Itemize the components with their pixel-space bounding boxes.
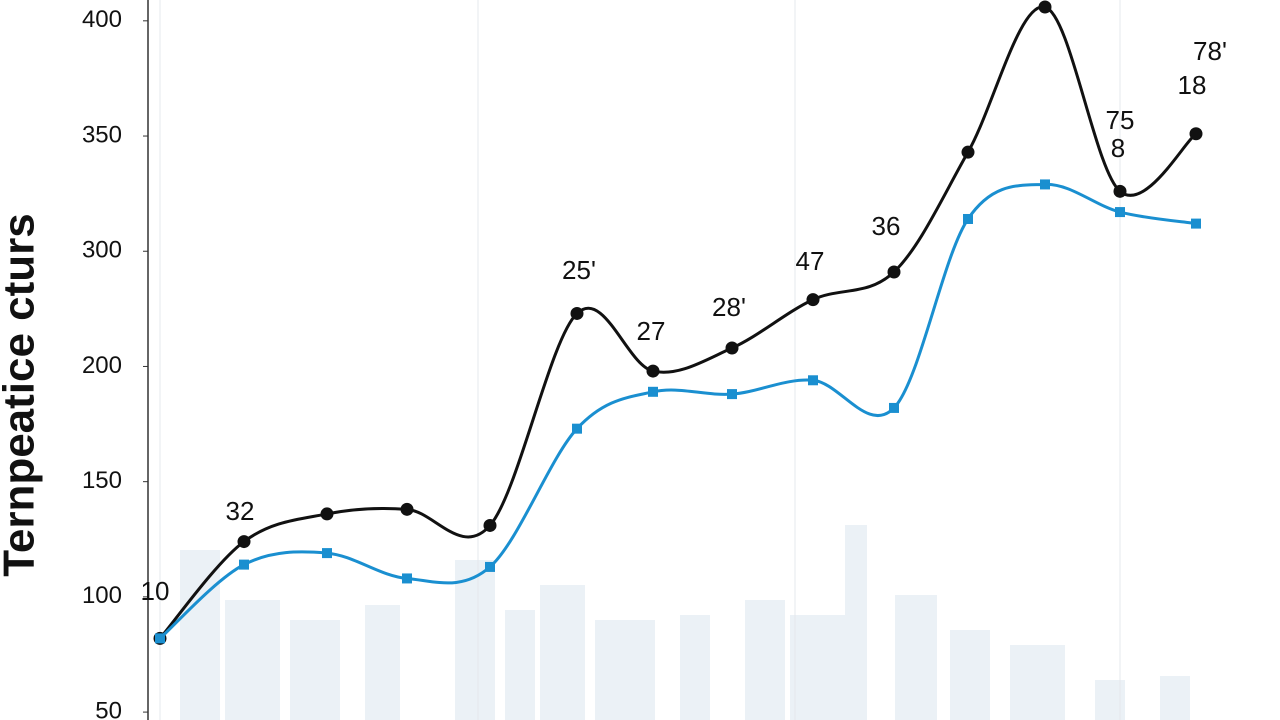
point-marker [320, 507, 334, 521]
point-marker [961, 145, 975, 159]
y-axis-label: Ternpeatice cturs [0, 213, 44, 577]
annotation: 25' [562, 255, 596, 285]
y-tick-label: 150 [82, 467, 122, 494]
point-marker [646, 364, 660, 378]
point-marker [570, 306, 584, 320]
point-marker [648, 386, 658, 397]
point-marker [727, 389, 737, 400]
point-marker [887, 265, 901, 279]
point-marker [808, 375, 818, 386]
point-marker [155, 633, 165, 644]
annotation: 47 [796, 246, 825, 276]
annotation: 32 [226, 496, 255, 526]
point-marker [889, 402, 899, 413]
point-marker [725, 341, 739, 355]
y-tick-label: 350 [82, 121, 122, 148]
annotation: 8 [1111, 133, 1125, 163]
annotation: 36 [872, 211, 901, 241]
skyline-background [180, 525, 1190, 720]
y-tick-label: 400 [82, 6, 122, 33]
annotation: 28' [712, 292, 746, 322]
point-marker [483, 518, 497, 532]
point-marker [322, 548, 332, 559]
series-line [158, 5, 1198, 640]
point-marker [1189, 127, 1203, 141]
y-tick-label: 300 [82, 237, 122, 264]
series-line [159, 182, 1197, 640]
vertical-guides [159, 0, 1121, 720]
point-marker [1115, 207, 1125, 218]
point-marker [1038, 0, 1052, 14]
point-marker [1040, 179, 1050, 190]
point-marker [239, 559, 249, 570]
point-marker [1191, 218, 1201, 229]
annotation: 75 [1106, 105, 1135, 135]
point-marker [963, 213, 973, 224]
y-tick-label: 50 [95, 697, 122, 720]
point-marker [402, 573, 412, 584]
point-marker [806, 293, 820, 307]
point-marker [485, 561, 495, 572]
y-tick-label: 200 [82, 352, 122, 379]
point-marker [237, 535, 251, 549]
point-marker [1113, 184, 1127, 198]
annotation: 18 [1178, 70, 1207, 100]
point-marker [572, 423, 582, 434]
y-tick-label: 100 [82, 582, 122, 609]
annotation: 78' [1193, 36, 1227, 66]
point-marker [400, 502, 414, 516]
annotation: 27 [637, 316, 666, 346]
annotation: 10 [141, 576, 170, 606]
